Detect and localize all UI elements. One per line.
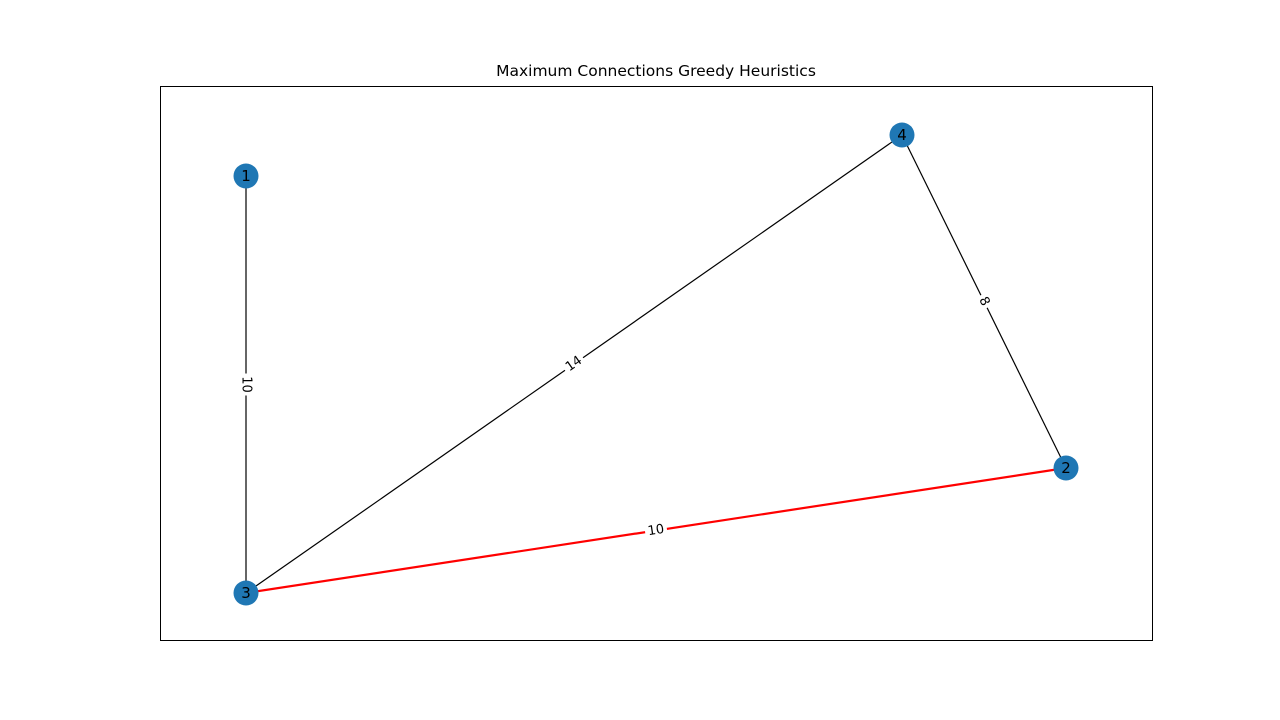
node-label: 2: [1061, 459, 1071, 477]
plot-frame: [161, 87, 1153, 641]
edge-labels-layer: 10 14 8 10: [238, 292, 994, 540]
node-1: 1: [234, 164, 259, 189]
edge-weight-label: 10: [647, 522, 666, 539]
edge-label-1-3: 10: [238, 374, 254, 396]
node-3: 3: [234, 581, 259, 606]
node-label: 3: [241, 584, 251, 602]
node-label: 4: [897, 126, 907, 144]
edge-label-4-2: 8: [974, 292, 995, 312]
edge-weight-label: 10: [239, 376, 254, 393]
edge-label-3-2: 10: [644, 521, 668, 540]
node-4: 4: [890, 123, 915, 148]
edge-label-3-4: 14: [560, 351, 587, 377]
node-2: 2: [1054, 456, 1079, 481]
node-label: 1: [241, 167, 251, 185]
